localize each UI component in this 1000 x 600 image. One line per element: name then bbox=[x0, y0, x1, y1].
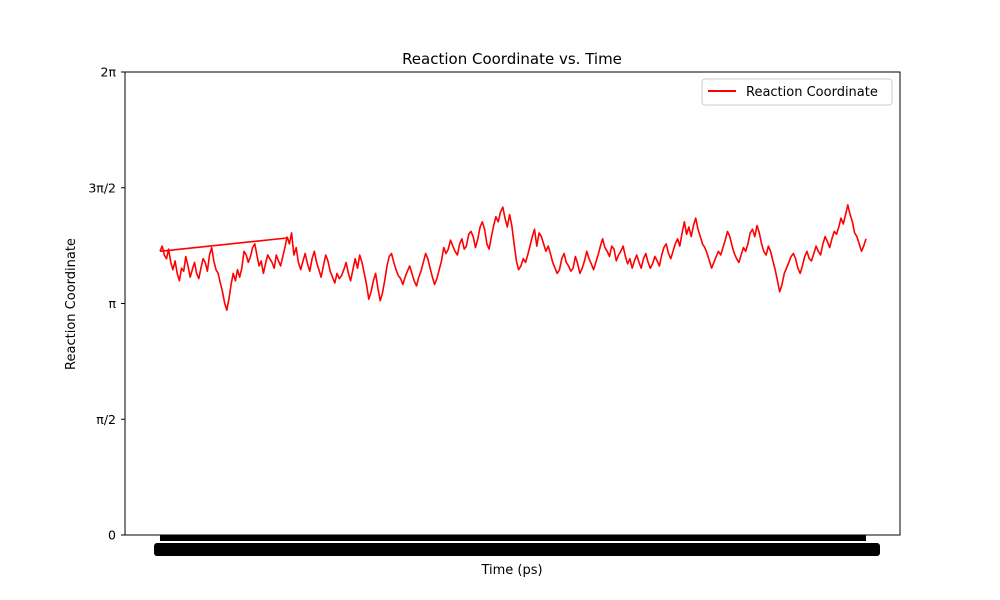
x-tick-label-band bbox=[154, 535, 880, 556]
x-tick-marks bbox=[160, 535, 866, 541]
y-tick-label: 3π/2 bbox=[88, 180, 116, 195]
legend-box bbox=[701, 78, 893, 106]
x-axis-title: Time (ps) bbox=[480, 563, 542, 578]
y-axis: 0 π/2 π 3π/2 2π bbox=[88, 65, 125, 543]
y-tick-label: π/2 bbox=[96, 412, 116, 427]
y-tick-label: π bbox=[108, 296, 116, 311]
chart-title: Reaction Coordinate vs. Time bbox=[402, 50, 622, 68]
series-line-segment-2 bbox=[286, 204, 867, 302]
legend: Reaction Coordinate bbox=[701, 78, 893, 106]
y-axis-title: Reaction Coordinate bbox=[64, 238, 79, 370]
y-tick-label: 2π bbox=[101, 65, 117, 80]
y-tick-label: 0 bbox=[108, 528, 116, 543]
series-layer bbox=[159, 204, 867, 312]
x-tick-label-overlap bbox=[154, 543, 880, 556]
x-axis bbox=[154, 535, 880, 556]
series-line-segment-1 bbox=[159, 237, 288, 253]
series-line-segment-0 bbox=[159, 236, 288, 312]
legend-label-reaction-coordinate: Reaction Coordinate bbox=[746, 85, 878, 100]
